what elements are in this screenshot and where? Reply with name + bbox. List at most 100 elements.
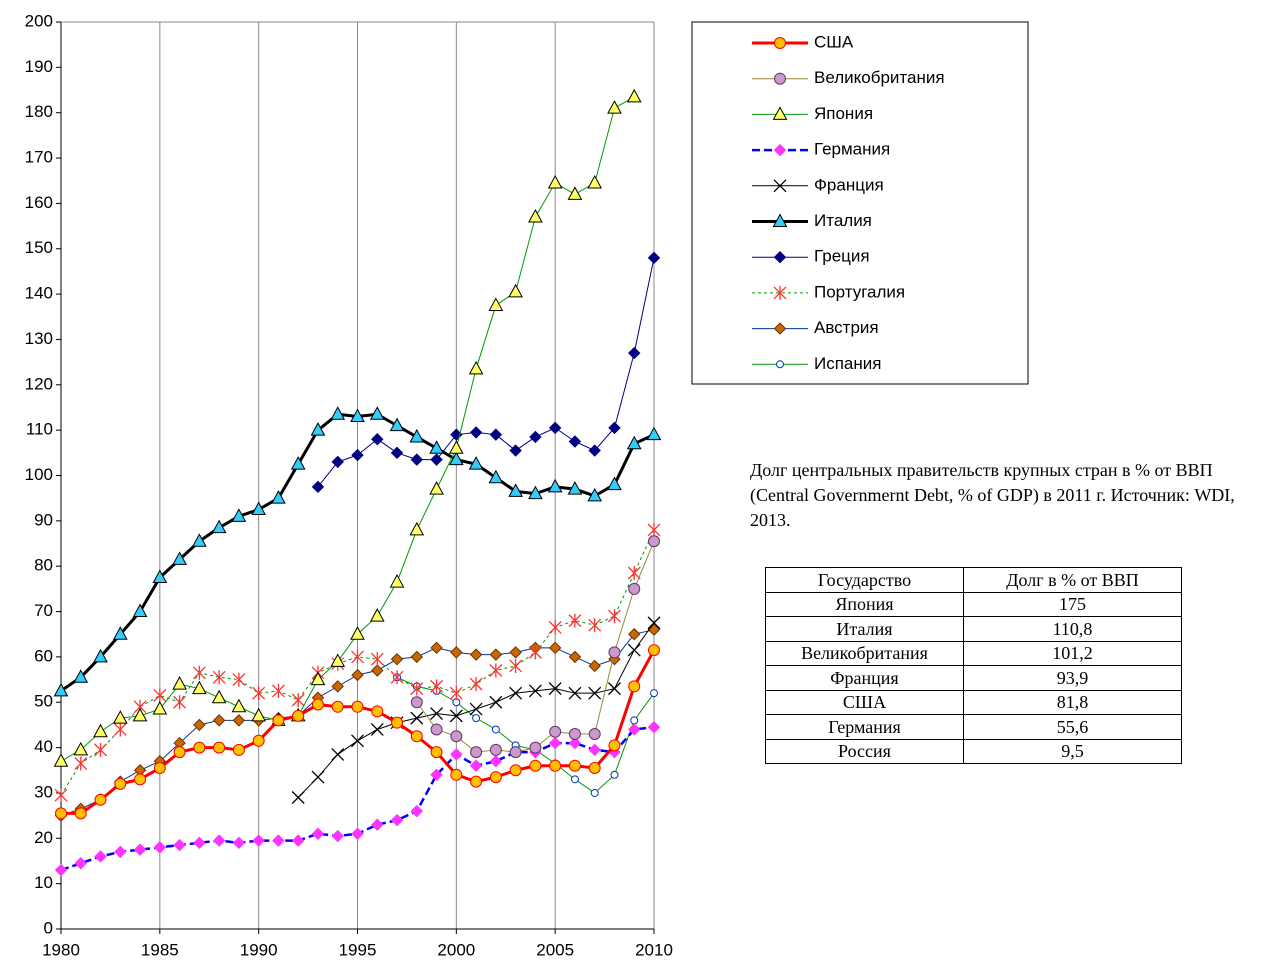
legend-label: Италия [814, 211, 872, 230]
table-row: Великобритания 101,2 [765, 640, 1182, 666]
marker [509, 658, 523, 673]
marker [331, 829, 344, 843]
marker [371, 818, 384, 831]
marker [628, 582, 641, 595]
marker [410, 681, 424, 696]
marker [590, 788, 599, 797]
marker [430, 679, 444, 694]
marker [410, 804, 424, 818]
legend-label: Австрия [814, 318, 879, 337]
marker [410, 730, 423, 743]
marker [772, 213, 788, 227]
marker [489, 754, 503, 768]
marker [489, 771, 502, 784]
marker [509, 686, 523, 700]
marker [469, 648, 483, 661]
marker [271, 683, 285, 698]
marker [272, 834, 285, 847]
legend-label: Португалия [814, 282, 905, 301]
marker [568, 686, 582, 700]
table-cell: Великобритания [765, 640, 964, 666]
marker [369, 406, 385, 420]
marker [93, 723, 108, 738]
legend-label: Япония [814, 104, 873, 123]
legend-label: Франция [814, 175, 884, 194]
marker [310, 422, 326, 436]
marker [74, 807, 87, 820]
marker [489, 428, 503, 441]
marker [508, 483, 523, 497]
marker [292, 709, 305, 722]
marker [509, 444, 522, 457]
marker [548, 620, 562, 635]
marker [489, 663, 503, 678]
marker [251, 707, 267, 722]
marker [587, 174, 603, 189]
marker [114, 845, 127, 859]
marker [192, 680, 207, 695]
marker [193, 836, 206, 850]
y-tick-label: 40 [34, 737, 53, 756]
marker [568, 650, 582, 664]
marker [448, 451, 464, 466]
marker [588, 659, 601, 673]
marker [469, 426, 483, 439]
marker [529, 759, 542, 772]
marker [391, 716, 404, 729]
marker [588, 743, 601, 757]
legend-label: Великобритания [814, 68, 945, 87]
marker [232, 836, 246, 850]
marker [73, 741, 89, 756]
marker [628, 346, 641, 360]
y-tick-label: 50 [34, 692, 53, 711]
marker [607, 100, 622, 114]
marker [608, 646, 621, 659]
marker [588, 618, 602, 633]
marker [173, 695, 187, 710]
marker [567, 481, 583, 495]
marker [608, 739, 621, 752]
y-tick-label: 80 [34, 556, 53, 575]
marker [509, 764, 522, 777]
marker [548, 421, 562, 435]
marker [647, 720, 661, 734]
marker [630, 716, 639, 725]
marker [193, 741, 206, 754]
marker [371, 433, 384, 446]
marker [774, 72, 786, 85]
marker [567, 186, 583, 200]
marker [153, 841, 167, 854]
marker [469, 677, 483, 692]
marker [568, 435, 582, 448]
marker [650, 689, 658, 698]
marker [627, 566, 641, 581]
y-tick-label: 0 [44, 918, 53, 937]
marker [53, 682, 69, 697]
marker [311, 827, 325, 840]
marker [648, 644, 660, 657]
table-cell: 55,6 [963, 714, 1182, 740]
x-tick-label: 2000 [437, 940, 475, 959]
marker [370, 652, 384, 667]
table-header: Государство Долг в % от ВВП [765, 567, 1182, 593]
legend-label: США [814, 32, 854, 51]
marker [468, 456, 484, 470]
table-cell: Россия [765, 738, 964, 764]
marker [152, 569, 168, 584]
marker [152, 701, 168, 715]
marker [528, 645, 542, 660]
marker [350, 626, 365, 640]
marker [213, 741, 226, 754]
table-row: Италия 110,8 [765, 616, 1182, 642]
marker [330, 406, 346, 420]
marker [351, 448, 364, 462]
marker [772, 106, 788, 120]
marker [272, 714, 285, 727]
y-tick-label: 160 [25, 193, 53, 212]
marker [73, 669, 89, 683]
marker [489, 695, 503, 709]
marker [390, 446, 404, 460]
y-tick-label: 120 [25, 374, 53, 393]
y-tick-label: 170 [25, 148, 53, 167]
marker [132, 603, 148, 618]
